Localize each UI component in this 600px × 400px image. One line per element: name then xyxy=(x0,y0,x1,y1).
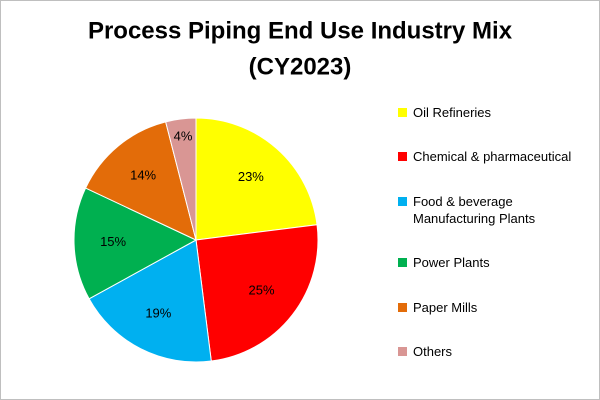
legend-swatch xyxy=(398,302,407,312)
legend-swatch xyxy=(398,196,407,206)
legend-label: Oil Refineries xyxy=(413,105,492,120)
legend-item: Paper Mills xyxy=(398,299,593,316)
chart-title: (CY2023) xyxy=(249,53,352,80)
chart-title: Process Piping End Use Industry Mix xyxy=(88,17,513,44)
pie-slice xyxy=(84,121,197,241)
legend-item: Oil Refineries xyxy=(398,104,593,121)
pie-slice xyxy=(195,224,319,362)
data-label: 19% xyxy=(145,305,171,320)
legend-swatch xyxy=(398,108,407,117)
data-label: 25% xyxy=(249,282,275,297)
pie-slice xyxy=(73,187,198,300)
data-label: 15% xyxy=(100,234,126,249)
legend-item: Power Plants xyxy=(398,254,593,271)
pie-slice xyxy=(165,117,197,241)
data-label: 23% xyxy=(238,169,264,184)
legend-label: Paper Mills xyxy=(413,299,478,315)
legend-swatch xyxy=(398,258,407,268)
legend-item: Others xyxy=(398,343,593,360)
legend-item: Food & beverage Manufacturing Plants xyxy=(398,193,593,227)
data-label: 4% xyxy=(174,129,193,144)
legend-label: Food & beverage Manufacturing Plants xyxy=(413,193,536,226)
pie-slice xyxy=(195,117,318,241)
legend-item: Chemical & pharmaceutical xyxy=(398,148,593,165)
legend-label: Power Plants xyxy=(413,255,490,271)
legend: Oil Refineries Chemical & pharmaceutical F… xyxy=(398,104,593,360)
legend-label: Others xyxy=(413,343,453,359)
pie-slice xyxy=(88,239,212,363)
legend-swatch xyxy=(398,346,407,356)
data-label: 14% xyxy=(130,168,156,183)
legend-swatch xyxy=(398,152,407,162)
legend-label: Chemical & pharmaceutical xyxy=(413,149,572,165)
